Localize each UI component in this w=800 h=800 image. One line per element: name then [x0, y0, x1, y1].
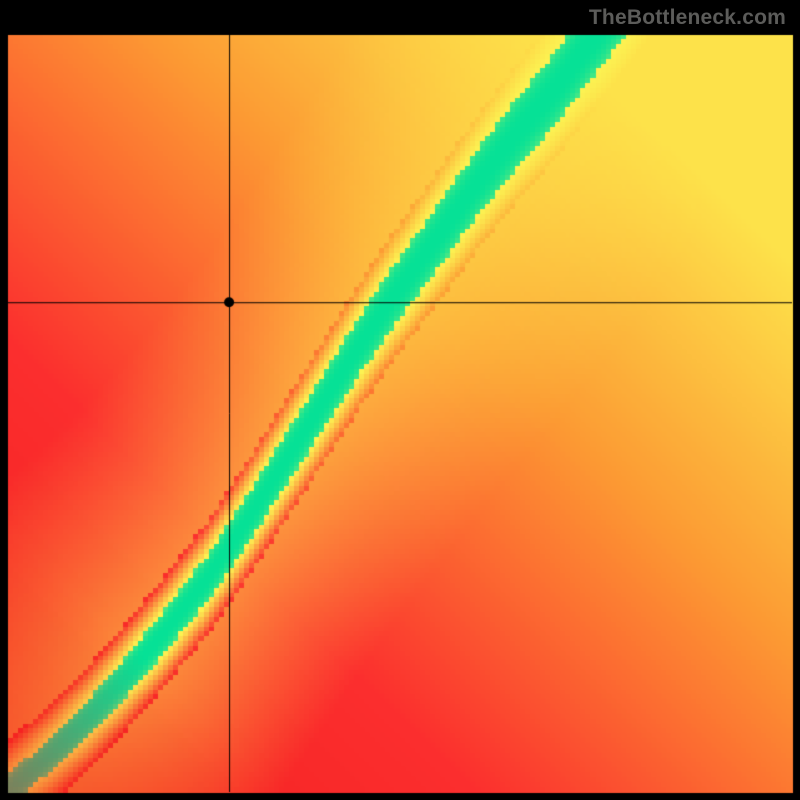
chart-container: TheBottleneck.com: [0, 0, 800, 800]
watermark-text: TheBottleneck.com: [589, 6, 786, 30]
bottleneck-heatmap: [0, 0, 800, 800]
